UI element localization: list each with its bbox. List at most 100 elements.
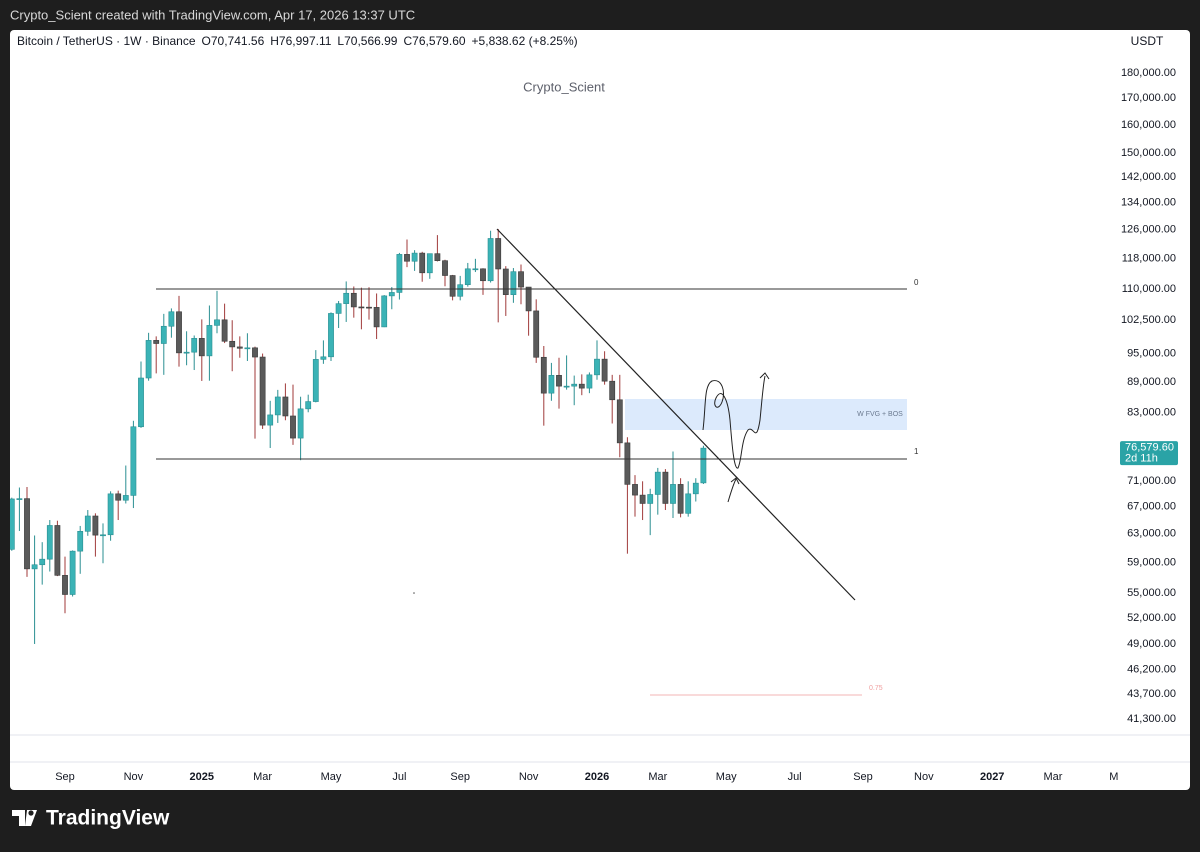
- time-axis: Sep Nov 2025 Mar May Jul Sep Nov 2026 Mar May Jul Se…: [55, 771, 1118, 783]
- y-tick-label: 67,000.00: [1127, 501, 1176, 513]
- candle-body: [252, 347, 258, 358]
- candle-body: [654, 471, 661, 495]
- y-tick-label: 63,000.00: [1127, 528, 1176, 540]
- candle-body: [639, 494, 646, 504]
- ohlc-open: O70,741.56: [202, 34, 265, 48]
- candle-body: [305, 401, 312, 410]
- ohlc-change: +5,838.62 (+8.25%): [472, 34, 578, 48]
- candle-body: [487, 238, 494, 282]
- fvg-label: W FVG + BOS: [857, 411, 903, 418]
- watermark: Crypto_Scient: [523, 79, 605, 94]
- candle-body: [533, 310, 540, 358]
- y-tick-label: 102,500.00: [1121, 314, 1176, 326]
- candle-body: [624, 442, 631, 485]
- candle-body: [442, 260, 448, 276]
- price-tag-value: 76,579.60: [1125, 442, 1174, 454]
- candle-body: [404, 254, 410, 262]
- candle-body: [122, 495, 129, 501]
- candle-body: [335, 303, 342, 314]
- candle-body: [62, 575, 68, 595]
- candle-body: [84, 515, 91, 532]
- dot: [413, 592, 415, 594]
- y-tick-label: 49,000.00: [1127, 638, 1176, 650]
- candle-body: [586, 374, 593, 389]
- candle-body: [160, 325, 167, 344]
- x-tick-label: Sep: [450, 771, 470, 783]
- candle-body: [100, 534, 106, 537]
- y-tick-label: 83,000.00: [1127, 407, 1176, 419]
- candle-body: [267, 414, 274, 426]
- candle-body: [236, 346, 243, 349]
- y-tick-label: 180,000.00: [1121, 67, 1176, 79]
- level-label-1: 1: [914, 447, 919, 456]
- y-tick-label: 46,200.00: [1127, 664, 1176, 676]
- y-tick-label: 134,000.00: [1121, 197, 1176, 209]
- hand-arrow-head: [730, 477, 740, 485]
- candle-body: [259, 356, 266, 426]
- candle-body: [647, 494, 654, 504]
- x-tick-label: Jul: [392, 771, 406, 783]
- y-tick-label: 110,000.00: [1122, 283, 1176, 295]
- x-tick-label: Nov: [519, 771, 539, 783]
- candle-body: [312, 359, 319, 402]
- candle-body: [206, 325, 213, 357]
- candle-body: [274, 396, 281, 416]
- attribution: Crypto_Scient created with TradingView.c…: [10, 7, 415, 22]
- x-tick-label: Sep: [853, 771, 873, 783]
- candle-body: [343, 292, 350, 304]
- candle-body: [616, 399, 623, 444]
- x-tick-label: Mar: [253, 771, 272, 783]
- candle-body: [556, 375, 562, 387]
- candle-body: [510, 271, 517, 295]
- candle-body: [540, 356, 547, 394]
- candle-body: [69, 550, 76, 595]
- y-tick-label: 89,000.00: [1127, 376, 1176, 388]
- candle-body: [320, 356, 327, 360]
- x-tick-label: May: [321, 771, 342, 783]
- y-tick-label: 118,000.00: [1122, 252, 1176, 264]
- drawings: W FVG + BOS 0 1 0.75: [156, 228, 919, 696]
- fvg-zone: [625, 399, 907, 430]
- candle-body: [107, 493, 114, 536]
- candle-body: [548, 375, 555, 394]
- y-tick-label: 55,000.00: [1127, 587, 1176, 599]
- candle-body: [229, 340, 236, 348]
- ohlc-high: H76,997.11: [270, 34, 331, 48]
- candle-body: [31, 564, 38, 570]
- x-tick-label: M: [1109, 771, 1118, 783]
- candle-body: [176, 311, 182, 354]
- y-tick-label: 150,000.00: [1121, 147, 1176, 159]
- candle-body: [373, 307, 380, 328]
- candle-body: [366, 306, 372, 309]
- candle-body: [677, 484, 684, 514]
- candle-body: [130, 426, 137, 496]
- candle-body: [457, 284, 464, 297]
- ohlc-low: L70,566.99: [337, 34, 397, 48]
- y-tick-label: 71,000.00: [1127, 475, 1176, 487]
- candle-body: [244, 347, 251, 350]
- x-tick-label: May: [716, 771, 737, 783]
- brand-logo-dot: [28, 810, 34, 816]
- price-axis: 180,000.00 170,000.00 160,000.00 150,000.00…: [1121, 67, 1176, 725]
- candle-body: [39, 558, 46, 566]
- candle-body: [692, 482, 699, 495]
- candle-body: [115, 493, 122, 501]
- chart-panel: [10, 30, 1190, 790]
- ohlc-close: C76,579.60: [403, 34, 465, 48]
- candle-body: [358, 306, 365, 309]
- y-tick-label: 160,000.00: [1121, 119, 1176, 131]
- candle-body: [632, 484, 638, 496]
- x-tick-label: 2027: [980, 771, 1004, 783]
- x-tick-label: 2025: [190, 771, 214, 783]
- candle-body: [449, 275, 456, 297]
- candle-body: [411, 252, 418, 262]
- candle-body: [396, 254, 403, 293]
- y-tick-label: 52,000.00: [1127, 612, 1176, 624]
- candle-body: [495, 238, 502, 270]
- candle-body: [594, 358, 600, 376]
- trend-line: [496, 228, 856, 601]
- candle-body: [191, 338, 198, 353]
- y-tick-label: 95,000.00: [1127, 347, 1176, 359]
- target-label: 0.75: [869, 685, 883, 692]
